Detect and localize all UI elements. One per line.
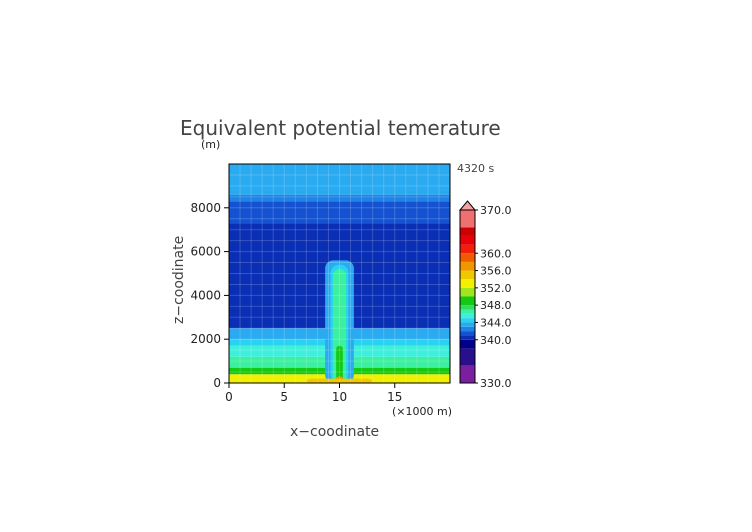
- colorbar-frame: [459, 209, 476, 384]
- x-tick-label: 0: [225, 390, 233, 404]
- colorbar-tick-label: 360.0: [480, 247, 512, 260]
- colorbar-band-18: [460, 235, 475, 245]
- colorbar-band-19: [460, 227, 475, 236]
- x-tick-label: 5: [280, 390, 288, 404]
- colorbar-band-20: [460, 210, 475, 228]
- colorbar-band-10: [460, 305, 475, 310]
- y-tick-label: 0: [213, 376, 221, 390]
- y-tick-label: 6000: [190, 245, 221, 259]
- colorbar-tick-label: 340.0: [480, 334, 512, 347]
- x-tick-label: 15: [387, 390, 402, 404]
- colorbar-band-16: [460, 253, 475, 262]
- colorbar: 370.0 360.0 356.0 352.0 348.0 344.0 340.0 330.0: [458, 200, 512, 390]
- time-label: 4320 s: [457, 162, 494, 175]
- grid-lines: [229, 164, 450, 383]
- y-tick-label: 4000: [190, 288, 221, 302]
- x-axis-unit: (×1000 m): [392, 405, 452, 418]
- y-axis-unit: (m): [201, 138, 220, 151]
- y-tick-label: 2000: [190, 332, 221, 346]
- plot-area: [229, 164, 450, 383]
- field-layer-8: [229, 194, 450, 202]
- colorbar-band-15: [460, 261, 475, 271]
- colorbar-tick-label: 356.0: [480, 265, 512, 278]
- colorbar-band-3: [460, 335, 475, 340]
- colorbar-band-14: [460, 270, 475, 280]
- colorbar-band-9: [460, 309, 475, 314]
- colorbar-band-2: [460, 339, 475, 349]
- y-tick-label: 8000: [190, 201, 221, 215]
- colorbar-tick-label: 344.0: [480, 316, 512, 329]
- colorbar-band-17: [460, 244, 475, 254]
- field-layer-7: [229, 201, 450, 224]
- colorbar-tick-label: 330.0: [480, 377, 512, 390]
- colorbar-tick-label: 348.0: [480, 299, 512, 312]
- colorbar-band-13: [460, 279, 475, 288]
- colorbar-band-5: [460, 326, 475, 332]
- axes: 0 5 10 15 0 2000 4000 6000 8000: [190, 201, 402, 404]
- colorbar-band-12: [460, 287, 475, 297]
- colorbar-overflow-arrow: [458, 200, 477, 211]
- colorbar-band-11: [460, 296, 475, 306]
- colorbar-band-0: [460, 365, 475, 383]
- plume-layer-3: [336, 345, 343, 383]
- x-axis-label: x−coodinate: [290, 424, 379, 440]
- x-tick-label: 10: [332, 390, 347, 404]
- colorbar-band-1: [460, 348, 475, 366]
- plume-layer-5: [306, 378, 373, 383]
- colorbar-tick-label: 370.0: [480, 204, 512, 217]
- y-axis-label: z−coodinate: [171, 236, 187, 324]
- chart-title: Equivalent potential temerature: [180, 116, 501, 140]
- colorbar-band-6: [460, 322, 475, 327]
- colorbar-band-7: [460, 318, 475, 323]
- colorbar-tick-label: 352.0: [480, 282, 512, 295]
- field-layer-9: [229, 164, 450, 195]
- colorbar-band-4: [460, 331, 475, 336]
- colorbar-band-8: [460, 313, 475, 319]
